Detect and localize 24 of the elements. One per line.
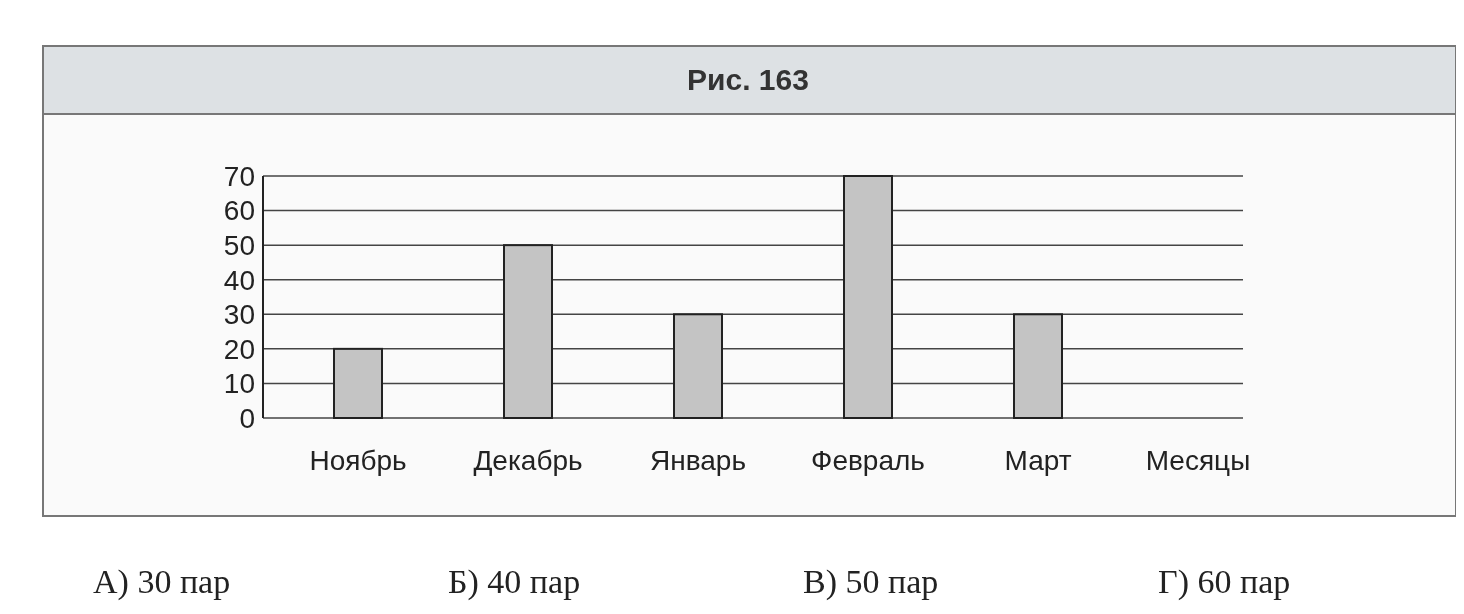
x-tick-label: Декабрь — [473, 445, 583, 476]
text: В) 50 пар — [803, 563, 939, 601]
y-tick-label: 20 — [223, 333, 255, 365]
y-tick-label: 50 — [223, 229, 255, 261]
text: А) 30 пар — [93, 563, 231, 601]
x-tick-label: Март — [1004, 445, 1072, 476]
x-tick-label: Январь — [650, 445, 746, 476]
x-tick-label: Февраль — [811, 445, 925, 476]
y-tick-label: 0 — [239, 402, 255, 434]
y-tick-label: 60 — [223, 195, 255, 227]
bar — [503, 244, 553, 419]
y-tick-label: 70 — [223, 160, 255, 192]
bar — [333, 347, 383, 419]
x-axis-title: Месяцы — [1145, 445, 1251, 476]
bar — [673, 313, 723, 419]
bar — [843, 175, 893, 419]
y-tick-label: 40 — [223, 264, 255, 296]
x-tick-label: Ноябрь — [309, 445, 407, 476]
bar — [1013, 313, 1063, 419]
text: Б) 40 пар — [448, 563, 581, 601]
y-tick-label: 30 — [223, 299, 255, 331]
y-tick-label: 10 — [223, 368, 255, 400]
chart-title: Рис. 163 — [687, 63, 809, 96]
text: Г) 60 пар — [1158, 563, 1291, 601]
